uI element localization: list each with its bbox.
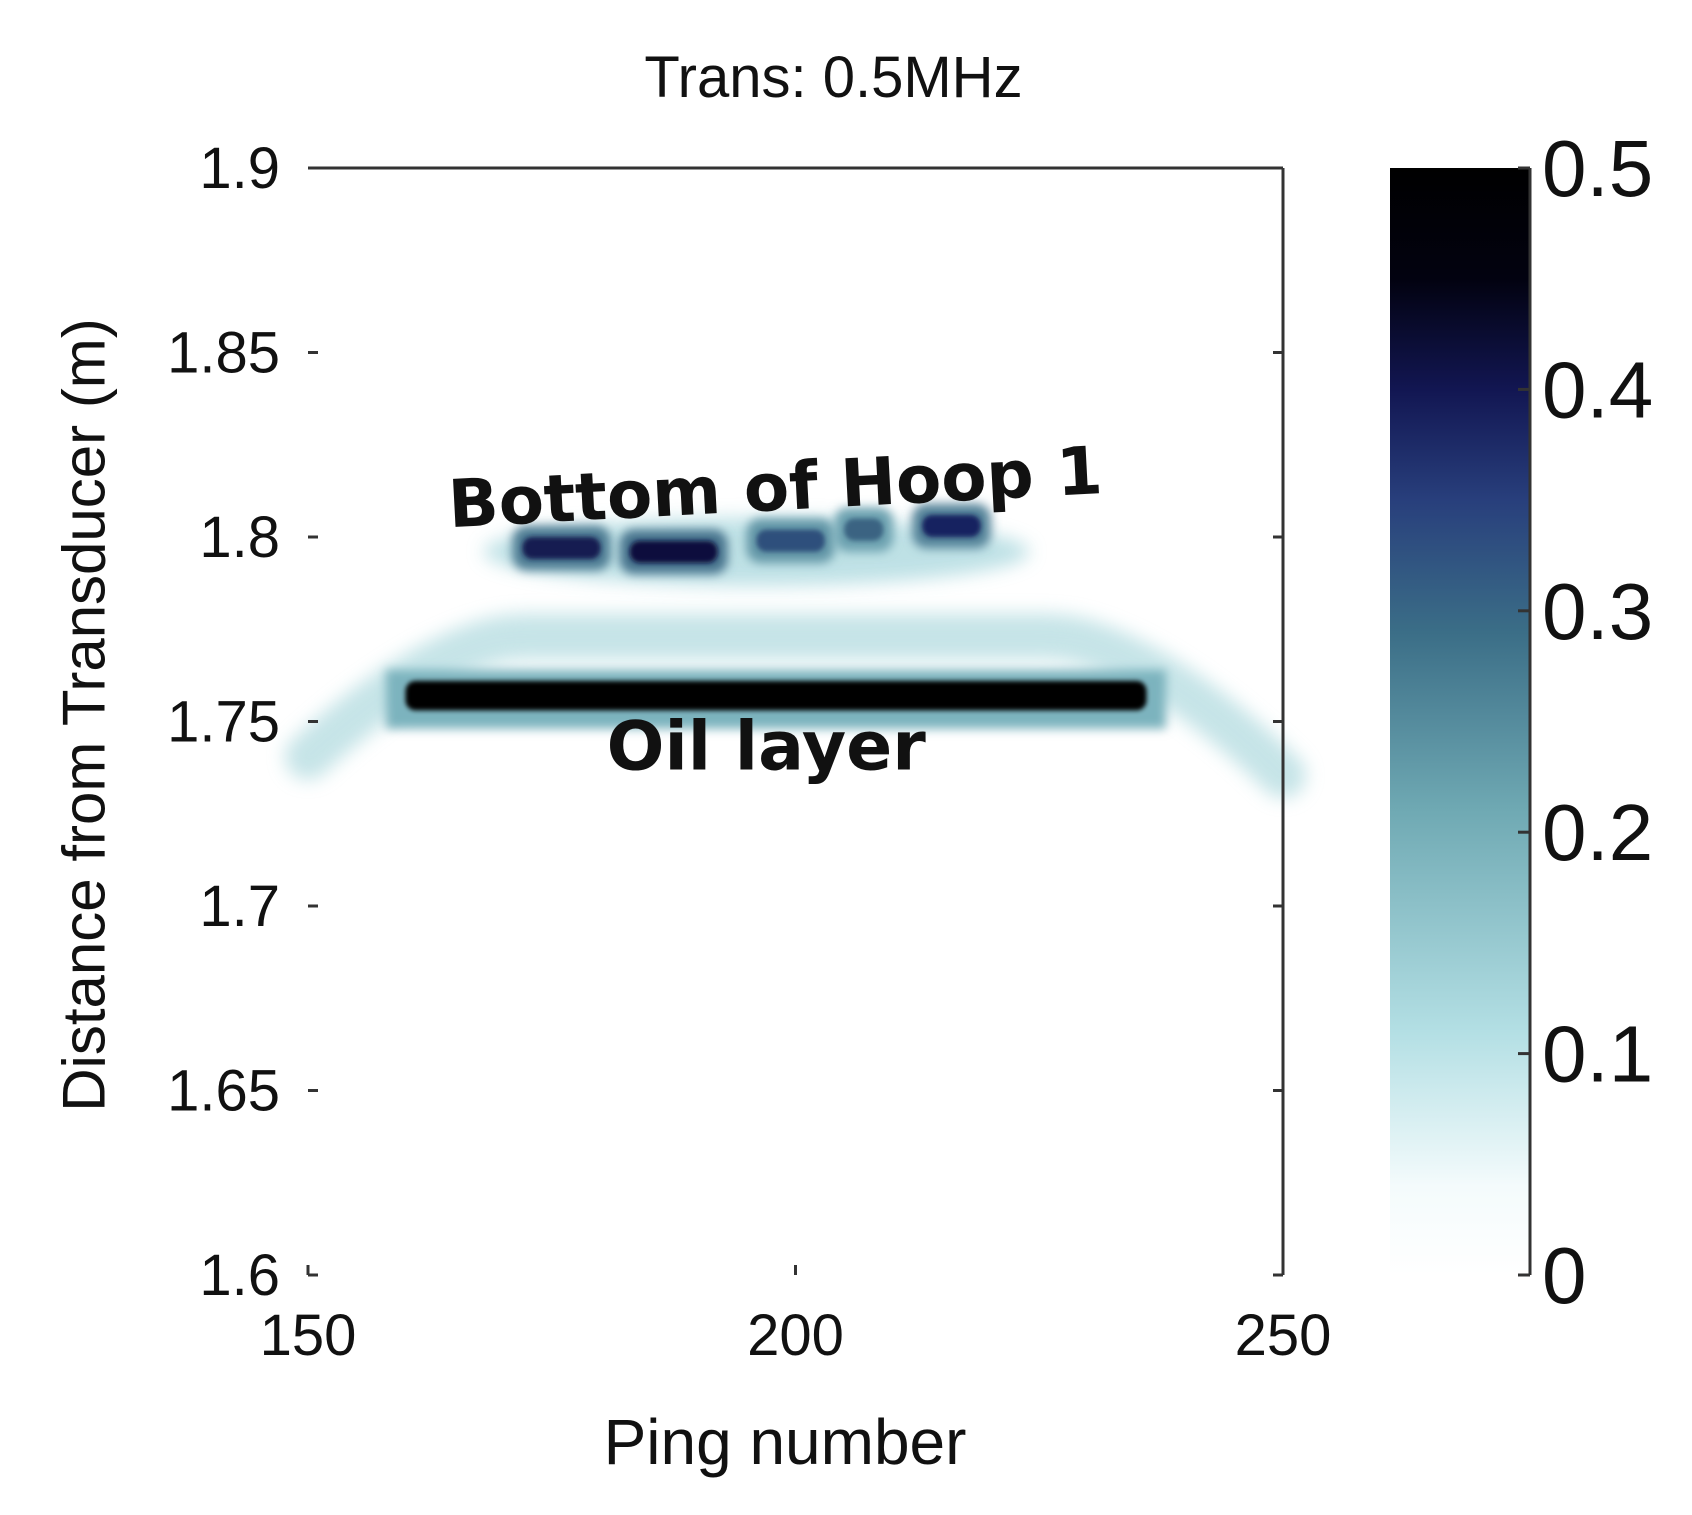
colorbar-tick-label: 0 [1542,1231,1587,1320]
x-tick-label: 200 [747,1303,844,1368]
hoop-segment [756,529,825,552]
colorbar-tick-label: 0.5 [1542,124,1653,213]
hoop-segment [844,518,884,541]
y-tick-label: 1.6 [199,1243,280,1308]
y-tick-label: 1.65 [167,1059,280,1124]
x-tick-label: 150 [260,1303,357,1368]
colorbar: 0 0.1 0.2 0.3 0.4 0.5 [1390,124,1653,1320]
y-tick-label: 1.75 [167,690,280,755]
colorbar-tick-label: 0.2 [1542,788,1653,877]
hoop-segment [629,540,718,563]
hoop-segment [522,537,601,560]
oil-layer-band [405,680,1147,711]
annotation-oil-layer: Oil layer [607,707,927,786]
colorbar-gradient [1390,168,1530,1275]
chart-title: Trans: 0.5MHz [644,45,1023,110]
y-tick-label: 1.9 [199,136,280,201]
y-tick-label: 1.85 [167,321,280,386]
axes: 1.6 1.65 1.7 1.75 1.8 1.85 1.9 150 200 250 [167,136,1331,1368]
colorbar-tick-label: 0.1 [1542,1010,1653,1099]
colorbar-tick-label: 0.4 [1542,345,1653,434]
plot-area [285,503,1306,799]
hoop-segment [922,514,981,537]
y-tick-label: 1.8 [199,505,280,570]
x-tick-label: 250 [1235,1303,1332,1368]
x-axis-label: Ping number [603,1406,967,1478]
colorbar-tick-label: 0.3 [1542,567,1653,656]
faint-arc [285,613,1306,799]
y-tick-label: 1.7 [199,874,280,939]
